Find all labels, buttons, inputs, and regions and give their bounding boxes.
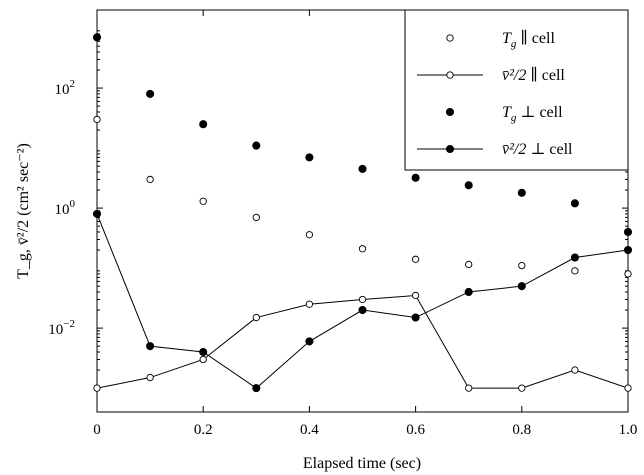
data-point bbox=[93, 115, 101, 124]
x-axis-title: Elapsed time (sec) bbox=[303, 455, 421, 472]
data-point bbox=[305, 231, 314, 239]
data-point bbox=[146, 175, 154, 184]
x-tick-label: 1.0 bbox=[619, 422, 638, 438]
data-point bbox=[305, 337, 314, 346]
data-point bbox=[199, 197, 207, 205]
data-point bbox=[305, 300, 314, 308]
data-point bbox=[465, 260, 473, 269]
data-point bbox=[517, 282, 526, 291]
legend-marker bbox=[445, 144, 455, 154]
data-point bbox=[624, 384, 632, 392]
legend-box bbox=[404, 9, 629, 171]
data-point bbox=[570, 199, 579, 208]
data-point bbox=[93, 384, 101, 392]
data-point bbox=[92, 33, 102, 42]
data-point bbox=[623, 227, 633, 237]
x-tick-label: 0.2 bbox=[194, 422, 213, 438]
y-axis-title: T_g, v̄²/2 (cm² sec⁻²) bbox=[15, 143, 32, 279]
legend-marker bbox=[445, 107, 455, 117]
data-point bbox=[199, 347, 208, 357]
data-point bbox=[199, 355, 207, 364]
data-point bbox=[518, 261, 526, 270]
data-point bbox=[518, 384, 526, 392]
data-point bbox=[146, 342, 155, 351]
series-1 bbox=[93, 115, 632, 278]
series-layer bbox=[92, 33, 633, 393]
series-2 bbox=[93, 291, 632, 392]
data-point bbox=[358, 295, 367, 304]
data-point bbox=[411, 173, 420, 182]
data-point bbox=[624, 270, 632, 278]
data-point bbox=[252, 213, 260, 222]
x-tick-label: 0.8 bbox=[512, 422, 531, 438]
legend: Tg ∥ cell v̄²/2 ∥ cell Tg ⊥ cell v̄²/2 ⊥ ce… bbox=[404, 9, 629, 171]
data-point bbox=[571, 366, 579, 374]
data-point bbox=[411, 313, 420, 322]
data-point bbox=[358, 245, 367, 253]
legend-marker bbox=[446, 71, 454, 79]
legend-label: Tg ⊥ cell bbox=[502, 104, 563, 124]
data-point bbox=[571, 267, 579, 275]
series-3 bbox=[92, 33, 633, 237]
x-tick-label: 0.4 bbox=[300, 422, 319, 438]
data-point bbox=[464, 181, 473, 190]
data-point bbox=[570, 253, 579, 262]
data-point bbox=[358, 305, 367, 315]
x-tick-label: 0 bbox=[93, 422, 101, 438]
data-point bbox=[517, 188, 526, 197]
legend-entries: Tg ∥ cell v̄²/2 ∥ cell Tg ⊥ cell v̄²/2 ⊥ ce… bbox=[417, 29, 573, 158]
data-point bbox=[623, 245, 633, 255]
legend-label: Tg ∥ cell bbox=[502, 29, 555, 50]
data-point bbox=[358, 164, 367, 173]
data-point bbox=[411, 291, 420, 300]
data-point bbox=[465, 384, 473, 392]
legend-marker bbox=[446, 34, 454, 42]
y-tick-label: 102 bbox=[55, 78, 76, 98]
y-tick-label: 10−2 bbox=[48, 318, 75, 338]
legend-label: v̄²/2 ⊥ cell bbox=[502, 141, 573, 158]
data-point bbox=[92, 209, 102, 218]
data-point bbox=[199, 120, 208, 129]
data-point bbox=[252, 141, 261, 150]
data-point bbox=[252, 313, 260, 322]
data-point bbox=[146, 373, 154, 382]
x-tick-label: 0.6 bbox=[406, 422, 425, 438]
data-point bbox=[464, 287, 473, 297]
data-point bbox=[146, 89, 155, 98]
legend-label: v̄²/2 ∥ cell bbox=[502, 66, 565, 84]
data-point bbox=[305, 153, 314, 162]
y-tick-label: 100 bbox=[55, 198, 76, 218]
series-4 bbox=[92, 209, 633, 393]
data-point bbox=[252, 384, 261, 393]
data-point bbox=[411, 255, 420, 263]
